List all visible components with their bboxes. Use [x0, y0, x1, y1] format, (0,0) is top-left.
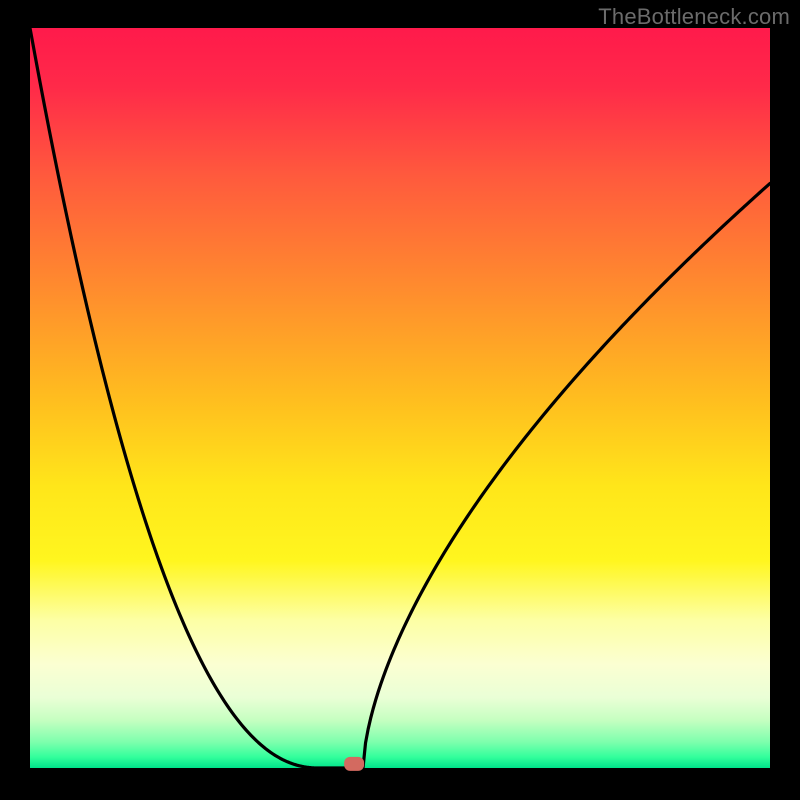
plot-background	[30, 28, 770, 768]
chart-stage: TheBottleneck.com	[0, 0, 800, 800]
bottleneck-chart	[0, 0, 800, 800]
optimum-marker	[344, 757, 364, 771]
